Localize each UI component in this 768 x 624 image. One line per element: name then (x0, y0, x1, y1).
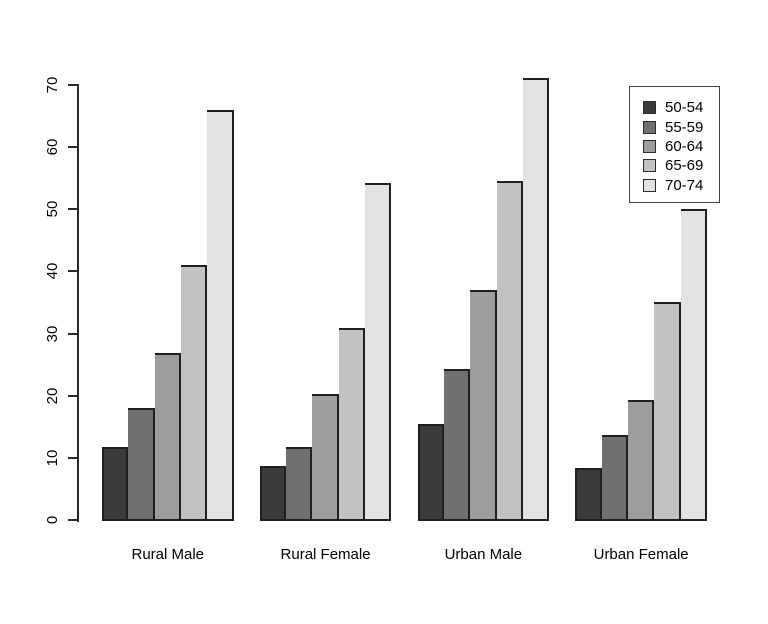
bar-urban-female-70-74 (681, 209, 707, 521)
y-tick-label: 60 (44, 138, 61, 156)
bar-urban-male-55-59 (444, 369, 470, 521)
legend-entry-60-64: 60-64 (630, 137, 719, 156)
bar-rural-male-50-54 (102, 447, 128, 521)
legend-swatch-icon (643, 159, 656, 173)
bar-urban-male-65-69 (497, 181, 523, 521)
legend-swatch-icon (643, 139, 656, 153)
bar-urban-female-65-69 (654, 302, 681, 521)
bar-urban-female-50-54 (575, 468, 602, 521)
legend-entry-55-59: 55-59 (630, 117, 719, 136)
legend-box: 50-54 55-59 60-64 65-69 70-74 (629, 86, 720, 203)
category-label-rural-female: Rural Female (280, 546, 371, 563)
y-tick-label: 0 (44, 515, 61, 525)
bar-rural-male-55-59 (128, 408, 155, 521)
y-tick-label: 30 (44, 325, 61, 342)
bar-urban-female-55-59 (602, 435, 628, 521)
category-label-urban-male: Urban Male (444, 546, 523, 563)
bar-urban-male-70-74 (523, 78, 549, 521)
y-tick-mark (68, 208, 78, 211)
bar-urban-male-60-64 (470, 290, 497, 521)
bar-urban-male-50-54 (418, 424, 444, 521)
legend-entry-65-69: 65-69 (630, 156, 719, 175)
legend-entry-50-54: 50-54 (630, 98, 719, 117)
legend-swatch-icon (643, 101, 656, 115)
category-label-urban-female: Urban Female (593, 546, 689, 563)
legend-label: 60-64 (665, 137, 704, 155)
legend-label: 50-54 (665, 99, 704, 117)
y-axis-line (77, 84, 79, 522)
y-tick-label: 50 (44, 200, 61, 218)
bar-rural-male-70-74 (207, 110, 234, 521)
y-tick-label: 20 (44, 387, 61, 405)
bar-rural-female-50-54 (260, 466, 286, 521)
legend-label: 55-59 (665, 118, 704, 136)
y-tick-mark (68, 146, 78, 149)
y-tick-label: 10 (44, 449, 61, 467)
bar-rural-male-60-64 (155, 353, 181, 521)
y-tick-mark (68, 394, 78, 397)
y-tick-mark (68, 84, 78, 86)
bar-rural-female-70-74 (365, 183, 391, 521)
bar-urban-female-60-64 (628, 400, 654, 521)
bar-rural-male-65-69 (181, 265, 207, 521)
y-tick-mark (68, 456, 78, 459)
category-label-rural-male: Rural Male (131, 546, 205, 563)
y-tick-mark (68, 332, 78, 335)
bar-rural-female-60-64 (312, 394, 339, 521)
bar-rural-female-65-69 (339, 328, 365, 521)
bar-rural-female-55-59 (286, 447, 312, 521)
legend-entry-70-74: 70-74 (630, 176, 719, 195)
legend-swatch-icon (643, 120, 656, 134)
y-tick-mark (68, 270, 78, 273)
legend-label: 65-69 (665, 157, 704, 175)
y-tick-mark (68, 519, 78, 521)
y-tick-label: 40 (44, 263, 61, 280)
legend-label: 70-74 (665, 176, 704, 194)
legend-swatch-icon (643, 178, 656, 192)
y-tick-label: 70 (44, 76, 61, 94)
